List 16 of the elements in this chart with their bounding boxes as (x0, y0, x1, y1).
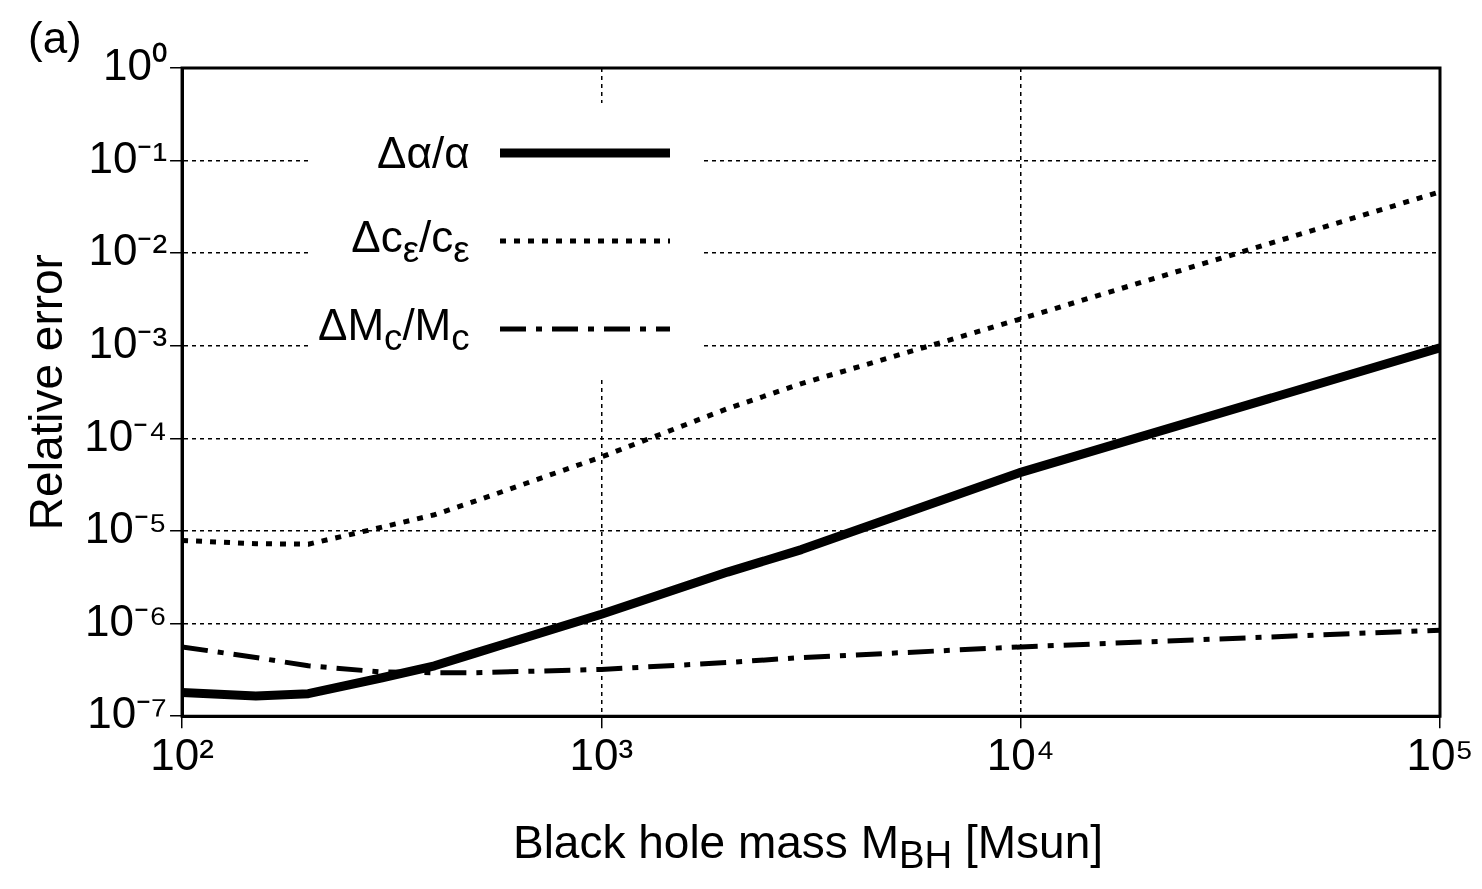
legend-label: ΔM$_{c}$/M$_{c}$ (318, 299, 470, 359)
legend-label: Δα/α (377, 128, 470, 178)
y-tick-label: 10⁻⁴ (84, 410, 168, 460)
x-tick-label: 10⁵ (1406, 729, 1474, 779)
legend-label: Δc$_{ε}$/c$_{ε}$ (351, 211, 470, 271)
x-axis-title: Black hole mass M$_{BH}$ [Msun] (511, 814, 1105, 877)
y-tick-label: 10⁻² (88, 225, 168, 275)
y-axis-title: Relative error (20, 254, 73, 531)
x-tick-label: 10³ (569, 729, 634, 779)
x-tick-label: 10⁴ (986, 729, 1055, 779)
y-tick-label: 10⁰ (103, 40, 168, 90)
y-tick-label: 10⁻⁵ (84, 503, 168, 553)
text: (a) (28, 13, 82, 63)
y-tick-label: 10⁻¹ (88, 132, 168, 182)
y-tick-label: 10⁻⁶ (84, 595, 168, 645)
y-tick-label: 10⁻³ (88, 317, 168, 367)
